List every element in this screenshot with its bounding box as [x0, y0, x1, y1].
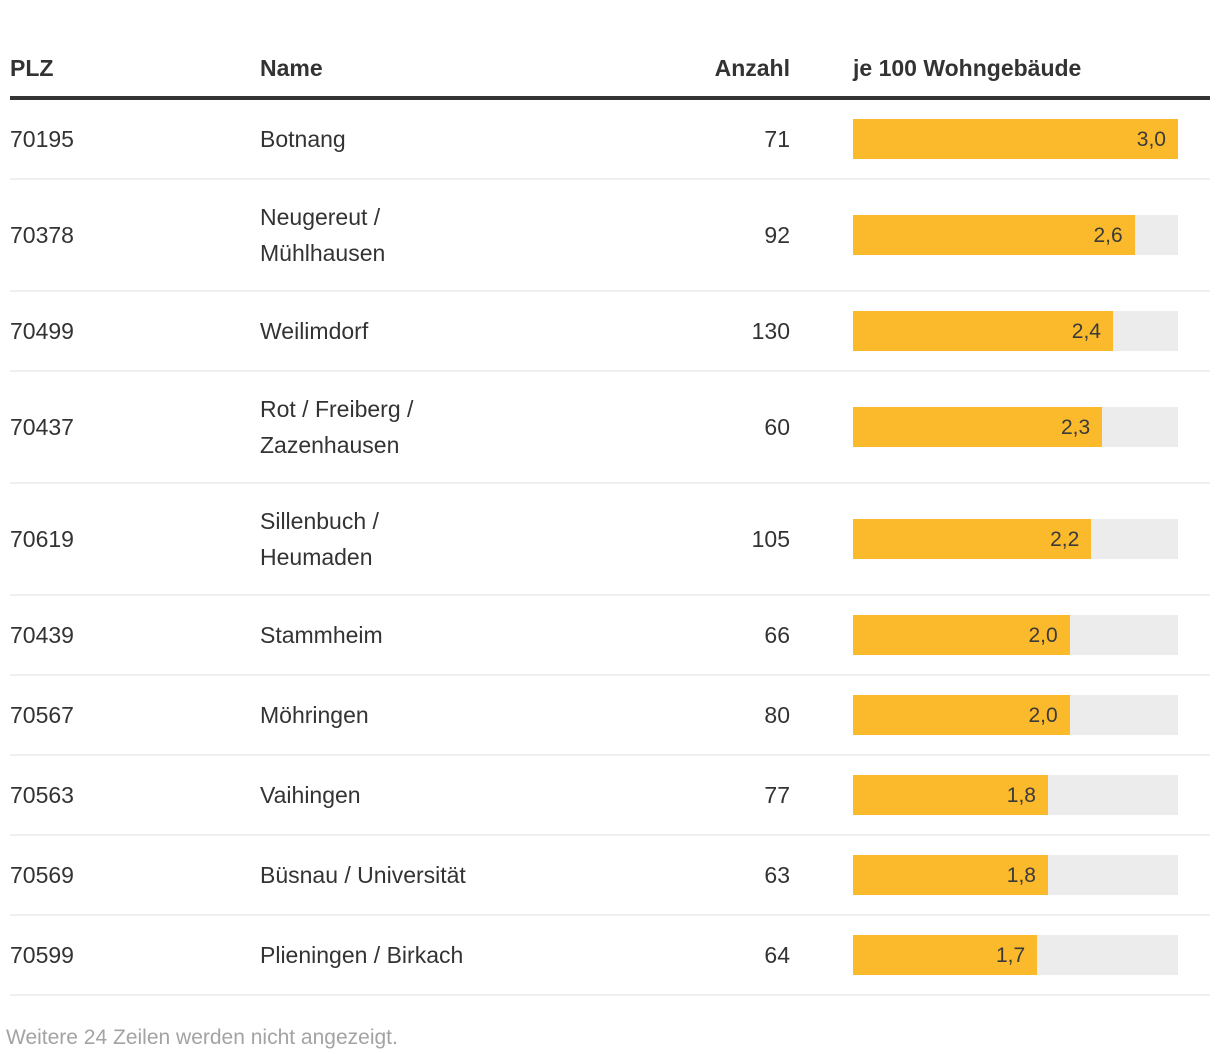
bar-fill — [853, 407, 1103, 447]
cell-anzahl: 92 — [764, 222, 790, 248]
cell-anzahl: 71 — [764, 126, 790, 152]
cell-plz: 70437 — [10, 414, 74, 440]
column-header-bar: je 100 Wohngebäude — [853, 55, 1082, 81]
bar-value-label: 2,2 — [1050, 528, 1080, 551]
bar-fill — [853, 695, 1070, 735]
cell-plz: 70563 — [10, 782, 74, 808]
column-header-anzahl: Anzahl — [714, 55, 790, 81]
bar-track: 2,4 — [853, 311, 1178, 351]
bar-value-label: 2,0 — [1028, 704, 1058, 727]
cell-name: Büsnau / Universität — [260, 862, 466, 888]
bar-value-label: 1,8 — [1006, 784, 1036, 807]
table-row: 70439 Stammheim 66 2,0 — [10, 596, 1210, 676]
cell-name: Neugereut / Mühlhausen — [260, 204, 386, 266]
bar-fill — [853, 311, 1113, 351]
bar-fill — [853, 519, 1092, 559]
cell-name: Vaihingen — [260, 782, 361, 808]
bar-fill — [853, 215, 1135, 255]
bar-track: 2,0 — [853, 695, 1178, 735]
bar-track: 1,8 — [853, 775, 1178, 815]
cell-anzahl: 60 — [764, 414, 790, 440]
cell-plz: 70569 — [10, 862, 74, 888]
cell-plz: 70567 — [10, 702, 74, 728]
bar-track: 2,0 — [853, 615, 1178, 655]
table-row: 70563 Vaihingen 77 1,8 — [10, 756, 1210, 836]
cell-plz: 70439 — [10, 622, 74, 648]
bar-value-label: 2,3 — [1060, 416, 1091, 439]
bar-fill — [853, 119, 1178, 159]
table-row: 70569 Büsnau / Universität 63 1,8 — [10, 836, 1210, 916]
cell-name: Plieningen / Birkach — [260, 942, 464, 968]
column-header-name: Name — [260, 55, 323, 81]
cell-name: Botnang — [260, 126, 346, 152]
cell-anzahl: 130 — [751, 318, 790, 344]
bar-track: 2,6 — [853, 215, 1178, 255]
hidden-rows-note: Weitere 24 Zeilen werden nicht angezeigt… — [6, 1026, 398, 1049]
table-row: 70619 Sillenbuch / Heumaden 105 2,2 — [10, 484, 1210, 596]
cell-anzahl: 77 — [764, 782, 790, 808]
bar-value-label: 1,7 — [995, 944, 1026, 967]
table-row: 70378 Neugereut / Mühlhausen 92 2,6 — [10, 180, 1210, 292]
bar-track: 2,2 — [853, 519, 1178, 559]
column-header-plz: PLZ — [10, 55, 54, 81]
table-row: 70567 Möhringen 80 2,0 — [10, 676, 1210, 756]
bar-value-label: 2,4 — [1071, 320, 1101, 343]
cell-plz: 70619 — [10, 526, 74, 552]
cell-anzahl: 64 — [764, 942, 790, 968]
cell-anzahl: 105 — [751, 526, 790, 552]
bar-fill — [853, 615, 1070, 655]
cell-name: Weilimdorf — [260, 318, 369, 344]
bar-track: 2,3 — [853, 407, 1178, 447]
table-row: 70499 Weilimdorf 130 2,4 — [10, 292, 1210, 372]
bar-fill — [853, 775, 1048, 815]
bar-track: 3,0 — [853, 119, 1178, 159]
bar-value-label: 1,8 — [1006, 864, 1036, 887]
bar-value-label: 2,0 — [1028, 624, 1058, 647]
bar-track: 1,7 — [853, 935, 1178, 975]
cell-anzahl: 66 — [764, 622, 790, 648]
cell-name: Stammheim — [260, 622, 383, 648]
cell-name: Möhringen — [260, 702, 369, 728]
table-row: 70599 Plieningen / Birkach 64 1,7 — [10, 916, 1210, 996]
cell-plz: 70378 — [10, 222, 74, 248]
cell-plz: 70599 — [10, 942, 74, 968]
bar-track: 1,8 — [853, 855, 1178, 895]
cell-anzahl: 80 — [764, 702, 790, 728]
bar-fill — [853, 855, 1048, 895]
bar-value-label: 2,6 — [1093, 224, 1123, 247]
table-row: 70195 Botnang 71 3,0 — [10, 100, 1210, 180]
cell-plz: 70499 — [10, 318, 74, 344]
bar-fill — [853, 935, 1038, 975]
cell-name: Rot / Freiberg / Zazenhausen — [260, 396, 414, 458]
bar-value-label: 3,0 — [1136, 128, 1166, 151]
cell-anzahl: 63 — [764, 862, 790, 888]
table-row: 70437 Rot / Freiberg / Zazenhausen 60 2,… — [10, 372, 1210, 484]
table-header-row: PLZ Name Anzahl je 100 Wohngebäude — [10, 0, 1210, 100]
cell-plz: 70195 — [10, 126, 74, 152]
cell-name: Sillenbuch / Heumaden — [260, 508, 379, 570]
